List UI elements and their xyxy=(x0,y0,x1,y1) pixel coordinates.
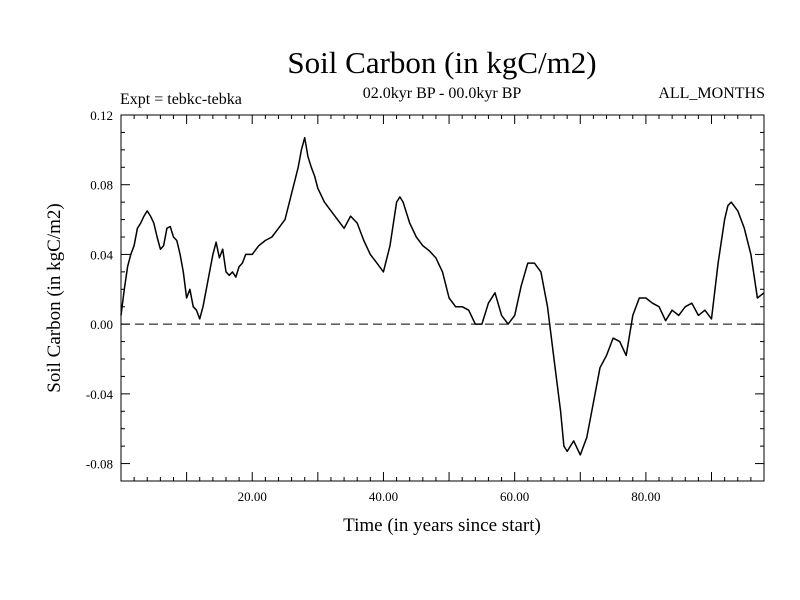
axis-ticks xyxy=(121,114,764,482)
x-tick-label: 60.00 xyxy=(500,489,529,504)
y-tick-label: 0.08 xyxy=(90,178,113,193)
y-tick-labels: 0.12 0.08 0.04 0.00 -0.04 -0.08 xyxy=(86,108,114,472)
x-tick-labels: 20.00 40.00 60.00 80.00 xyxy=(238,489,661,504)
experiment-label: Expt = tebkc-tebka xyxy=(120,91,242,108)
months-label: ALL_MONTHS xyxy=(658,85,765,102)
y-tick-label: -0.08 xyxy=(86,457,113,472)
x-axis-title: Time (in years since start) xyxy=(343,515,541,536)
y-tick-label: -0.04 xyxy=(86,387,114,402)
y-axis-title: Soil Carbon (in kgC/m2) xyxy=(44,203,65,392)
plot-frame xyxy=(120,114,765,482)
y-tick-label: 0.00 xyxy=(90,317,113,332)
y-tick-label: 0.04 xyxy=(90,247,113,262)
x-tick-label: 80.00 xyxy=(631,489,660,504)
x-tick-label: 40.00 xyxy=(369,489,398,504)
chart-title: Soil Carbon (in kgC/m2) xyxy=(287,45,596,80)
x-tick-label: 20.00 xyxy=(238,489,267,504)
soil-carbon-series-line xyxy=(120,136,765,456)
time-range-label: 02.0kyr BP - 00.0kyr BP xyxy=(363,85,522,102)
y-tick-label: 0.12 xyxy=(90,108,113,123)
